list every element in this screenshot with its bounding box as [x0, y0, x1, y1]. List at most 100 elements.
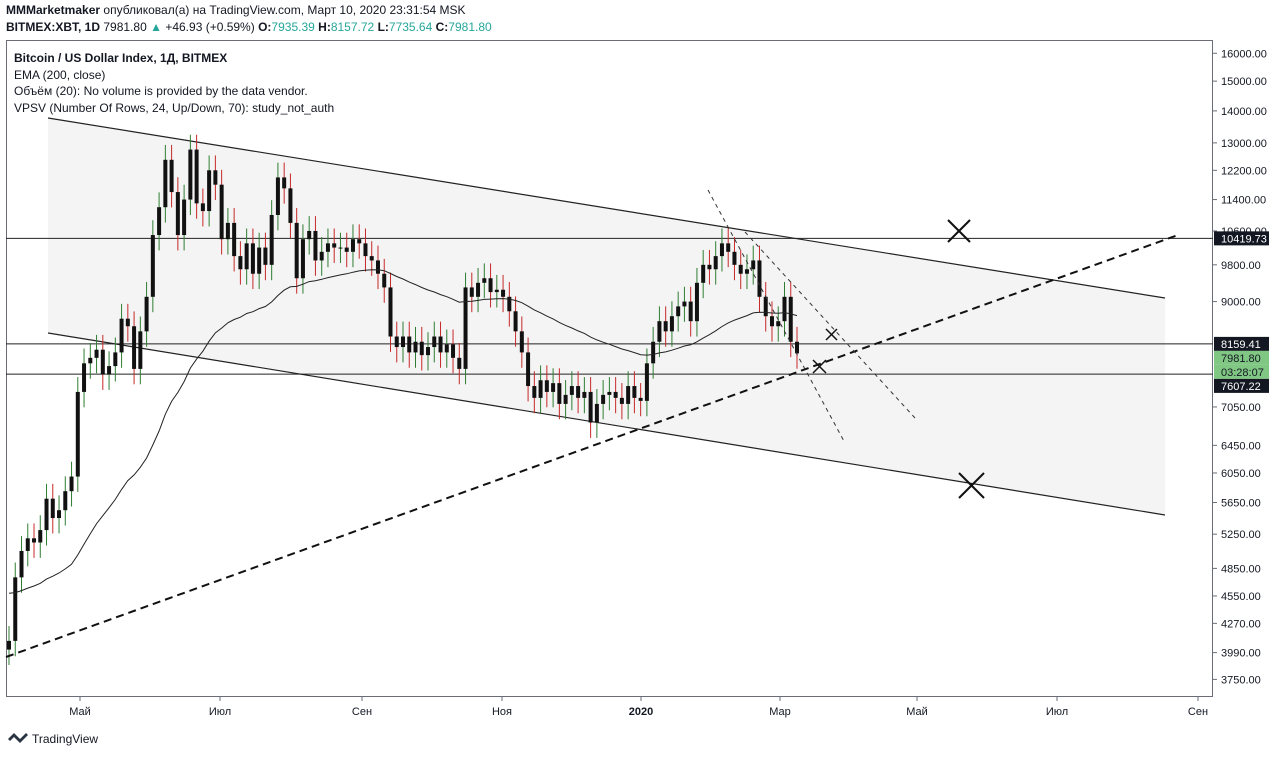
candle-body — [619, 397, 624, 404]
candle-body — [738, 264, 743, 274]
candle-body — [563, 394, 568, 404]
candle-body — [582, 391, 587, 398]
price-axis[interactable]: 16000.00 15000.00 14000.00 13000.00 12200.00… — [1213, 48, 1267, 686]
candle-body — [113, 352, 118, 367]
candle-body — [407, 336, 412, 353]
candle-body — [513, 311, 518, 332]
price-tick-label: 9000.00 — [1221, 297, 1261, 309]
candle-body — [632, 386, 637, 398]
candle-body — [69, 476, 74, 492]
time-tick-label: Май — [69, 706, 91, 718]
legend-vpsv[interactable]: VPSV (Number Of Rows, 24, Up/Down, 70): … — [14, 100, 335, 115]
price-label-text: 7607.22 — [1221, 381, 1261, 393]
candle-body — [638, 397, 643, 401]
candle-body — [744, 269, 749, 274]
legend-volume[interactable]: Объём (20): No volume is provided by the… — [14, 84, 308, 98]
candle-body — [557, 383, 562, 404]
candle-body — [182, 199, 187, 236]
price-tick-label: 5250.00 — [1221, 529, 1261, 541]
candle-body — [726, 243, 731, 252]
author-name[interactable]: MMMarketmaker — [6, 3, 101, 17]
candle-body — [100, 349, 105, 375]
tradingview-icon — [8, 733, 28, 743]
price-labels: 10419.73 8159.41 7981.80 03:28:07 7607.22 — [1214, 231, 1269, 393]
symbol-name[interactable]: BITMEX:XBT, 1D — [6, 20, 101, 34]
candle-body — [325, 243, 330, 252]
candle-body — [307, 230, 312, 240]
candle-body — [44, 498, 49, 531]
candle-body — [688, 301, 693, 322]
price-label-box — [1214, 364, 1269, 379]
tradingview-logo[interactable]: TradingView — [8, 732, 98, 746]
candle-body — [300, 239, 305, 279]
candle-body — [488, 278, 493, 293]
candle-body — [419, 341, 424, 356]
price-label-text: 7981.80 — [1221, 353, 1261, 365]
candle-body — [626, 386, 631, 404]
candle-body — [63, 491, 68, 511]
candle-body — [269, 214, 274, 265]
candle-body — [669, 316, 674, 332]
candle-body — [463, 287, 468, 369]
candle-body — [469, 287, 474, 297]
candle-body — [444, 344, 449, 353]
tradingview-brand: TradingView — [32, 732, 99, 746]
candle-body — [601, 394, 606, 404]
chart-frame[interactable] — [6, 40, 1213, 697]
close-value: 7981.80 — [448, 20, 492, 34]
candle-body — [294, 222, 299, 279]
dashed-trendline-2[interactable] — [744, 231, 916, 419]
candle-body — [607, 391, 612, 395]
price-tick-label: 6450.00 — [1221, 440, 1261, 452]
candle-body — [526, 352, 531, 387]
candle-body — [657, 321, 662, 342]
candle-body — [32, 538, 37, 543]
high-label: H: — [318, 20, 331, 34]
last-price: 7981.80 — [103, 20, 147, 34]
candle-body — [388, 287, 393, 337]
candle-body — [244, 243, 249, 270]
candle-body — [200, 203, 205, 212]
candle-body — [707, 264, 712, 270]
candle-body — [751, 260, 756, 270]
price-tick-label: 4270.00 — [1221, 618, 1261, 630]
candle-body — [25, 538, 30, 551]
candle-body — [7, 640, 11, 650]
chart-legend: Bitcoin / US Dollar Index, 1Д, BITMEX EM… — [14, 50, 334, 116]
candle-body — [795, 341, 799, 354]
candle-body — [82, 363, 87, 392]
candle-body — [701, 264, 706, 283]
price-label-text: 03:28:07 — [1221, 367, 1264, 379]
candle-body — [432, 336, 437, 348]
candle-body — [357, 239, 362, 244]
candle-body — [263, 247, 268, 265]
candle-body — [319, 251, 324, 261]
candle-body — [401, 336, 405, 348]
candle-body — [551, 383, 556, 392]
candle-body — [238, 256, 243, 270]
candle-body — [676, 306, 681, 317]
candles-group — [7, 134, 799, 665]
price-tick-label: 11400.00 — [1221, 195, 1266, 207]
symbol-ohlc-line: BITMEX:XBT, 1D 7981.80 ▲ +46.93 (+0.59%)… — [6, 20, 492, 34]
candle-body — [188, 149, 193, 200]
candle-body — [75, 391, 80, 477]
candle-body — [457, 357, 462, 369]
time-axis[interactable]: Май Июл Сен Ноя 2020 Мар Май Июл Сен — [69, 697, 1208, 718]
candle-body — [150, 235, 155, 297]
candle-body — [132, 326, 137, 369]
candle-body — [663, 321, 668, 332]
price-label-text: 10419.73 — [1221, 233, 1267, 245]
channel-lower-line[interactable] — [47, 332, 1166, 516]
channel-upper-line[interactable] — [47, 117, 1166, 299]
candle-body — [438, 336, 443, 353]
x-marker-large — [958, 472, 985, 499]
legend-ema[interactable]: EMA (200, close) — [14, 67, 106, 82]
regression-channel-fill — [48, 118, 1165, 515]
candle-body — [138, 331, 143, 369]
candle-body — [88, 357, 93, 364]
legend-title[interactable]: Bitcoin / US Dollar Index, 1Д, BITMEX — [14, 51, 228, 65]
candle-body — [313, 230, 318, 261]
price-tick-label: 9800.00 — [1221, 260, 1261, 272]
